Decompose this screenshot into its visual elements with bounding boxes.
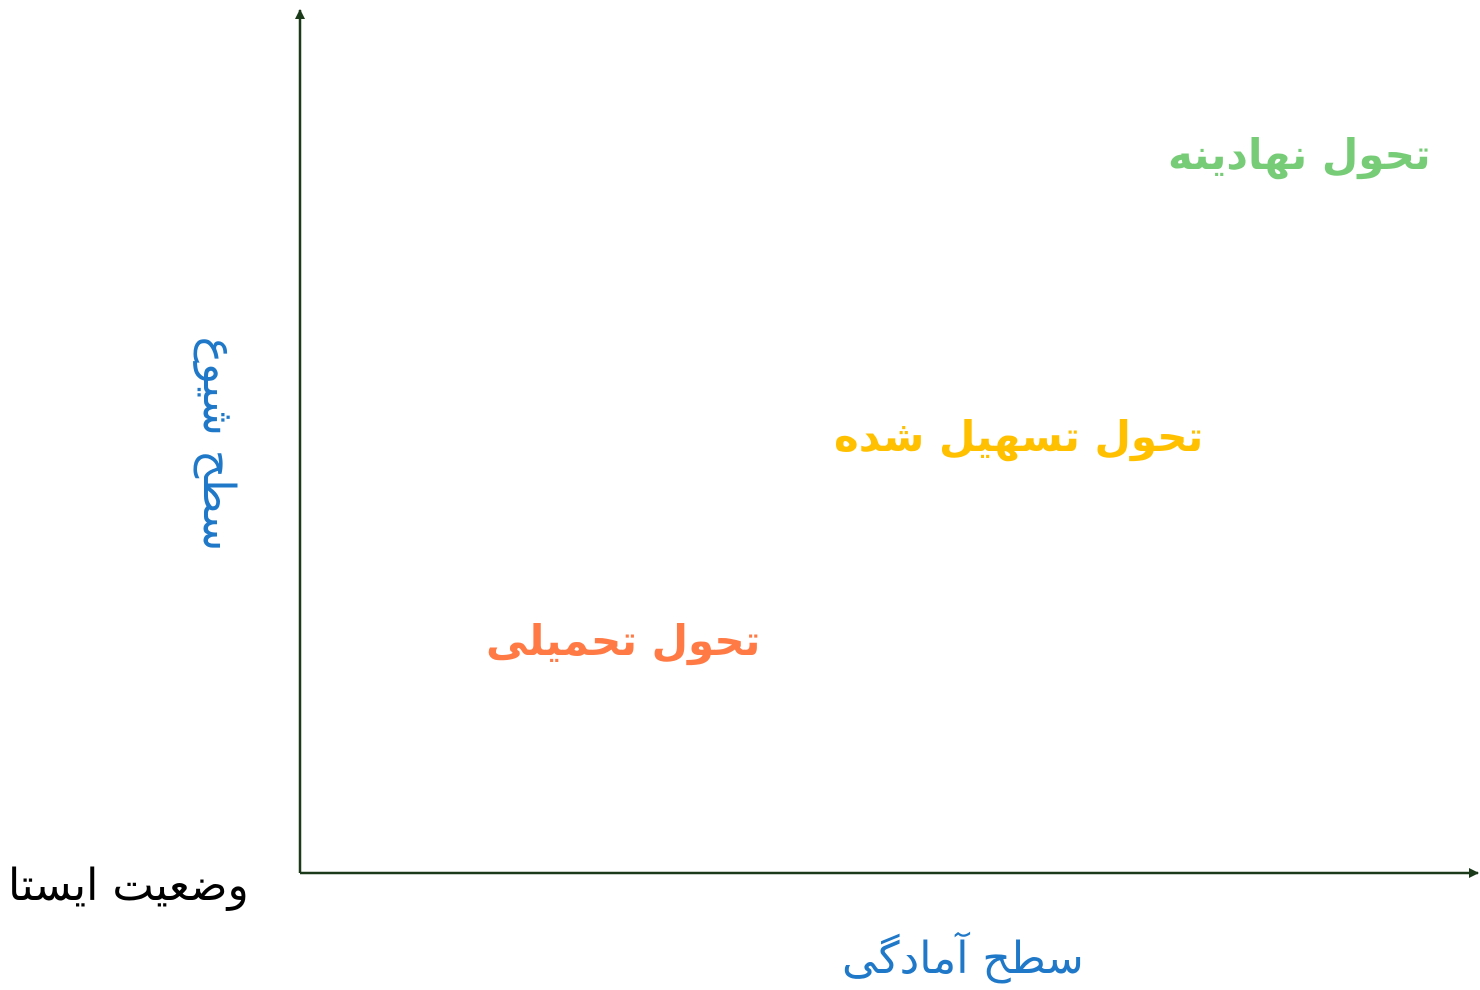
origin-label: وضعیت ایستا xyxy=(8,860,249,911)
x-axis-label: سطح آمادگی xyxy=(842,933,1084,984)
state-imposed: تحول تحمیلی xyxy=(486,616,761,665)
state-facilitated: تحول تسهیل شده xyxy=(834,412,1204,461)
y-axis-label: سطح شیوع xyxy=(193,336,244,552)
state-institutionalized: تحول نهادینه xyxy=(1168,130,1431,179)
